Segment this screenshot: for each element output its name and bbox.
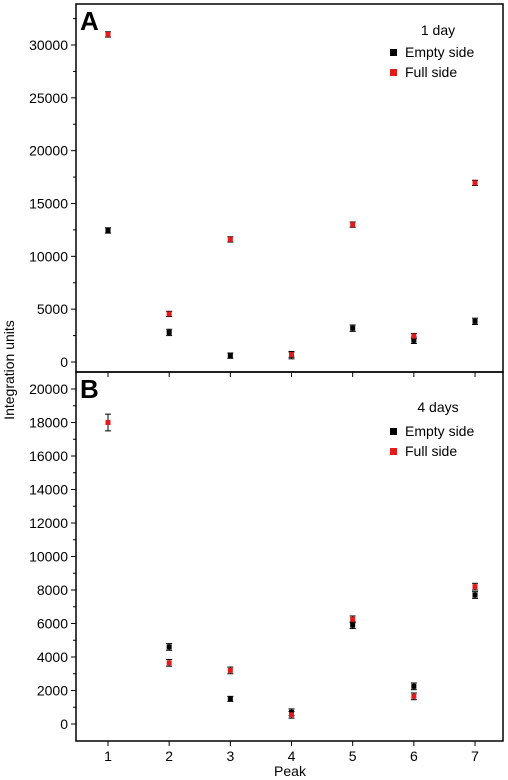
x-axis-title: Peak bbox=[274, 763, 307, 779]
series-empty-side bbox=[105, 227, 479, 360]
legend-label: Empty side bbox=[405, 44, 474, 60]
data-point bbox=[166, 311, 172, 317]
data-point bbox=[227, 236, 233, 242]
legend-title: 1 day bbox=[421, 22, 455, 38]
y-tick-label: 16000 bbox=[29, 448, 68, 464]
data-point bbox=[166, 644, 172, 650]
y-tick-label: 10000 bbox=[29, 248, 68, 264]
data-point bbox=[350, 325, 356, 331]
data-point bbox=[105, 31, 111, 37]
y-tick-label: 0 bbox=[60, 354, 68, 370]
legend-marker bbox=[390, 69, 397, 76]
data-point bbox=[166, 660, 172, 666]
data-point bbox=[227, 667, 233, 673]
legend-title: 4 days bbox=[417, 399, 458, 415]
x-tick-label: 2 bbox=[165, 748, 173, 764]
x-tick-label: 3 bbox=[226, 748, 234, 764]
panel-label: A bbox=[80, 6, 99, 36]
y-tick-label: 14000 bbox=[29, 482, 68, 498]
y-tick-label: 8000 bbox=[37, 582, 68, 598]
y-tick-label: 0 bbox=[60, 716, 68, 732]
y-tick-label: 30000 bbox=[29, 37, 68, 53]
x-tick-label: 4 bbox=[288, 748, 296, 764]
data-point bbox=[105, 227, 111, 233]
y-tick-label: 20000 bbox=[29, 143, 68, 159]
y-tick-label: 5000 bbox=[37, 301, 68, 317]
legend-marker bbox=[390, 428, 397, 435]
data-point bbox=[350, 622, 356, 628]
data-point bbox=[472, 584, 478, 590]
legend-label: Empty side bbox=[405, 423, 474, 439]
legend-marker bbox=[390, 49, 397, 56]
y-tick-label: 15000 bbox=[29, 196, 68, 212]
data-point bbox=[472, 592, 478, 598]
y-tick-label: 6000 bbox=[37, 616, 68, 632]
y-axis-title: Integration units bbox=[1, 320, 17, 420]
legend-label: Full side bbox=[405, 64, 457, 80]
data-point bbox=[350, 222, 356, 228]
data-point bbox=[411, 333, 417, 339]
data-point bbox=[227, 696, 233, 702]
data-point bbox=[411, 693, 417, 699]
x-tick-label: 1 bbox=[104, 748, 112, 764]
y-tick-label: 10000 bbox=[29, 549, 68, 565]
y-tick-label: 2000 bbox=[37, 683, 68, 699]
x-tick-label: 5 bbox=[349, 748, 357, 764]
data-point bbox=[105, 420, 111, 425]
legend: 4 days Empty side Full side bbox=[390, 399, 474, 459]
data-point bbox=[350, 616, 356, 622]
data-point bbox=[289, 352, 295, 358]
x-tick-label: 6 bbox=[410, 748, 418, 764]
y-tick-label: 12000 bbox=[29, 515, 68, 531]
data-point bbox=[166, 329, 172, 335]
x-tick-label: 7 bbox=[471, 748, 479, 764]
series-empty-side bbox=[166, 591, 479, 717]
data-point bbox=[227, 353, 233, 359]
data-point bbox=[472, 318, 478, 324]
data-point bbox=[411, 683, 417, 689]
series-full-side bbox=[105, 413, 479, 719]
panel-b: B 0 2000 4000 6000 8000 10000 12000 14000 16000 18… bbox=[29, 371, 504, 764]
y-tick-label: 20000 bbox=[29, 381, 68, 397]
data-point bbox=[472, 180, 478, 186]
series-full-side bbox=[105, 31, 479, 358]
panel-a: A 0 5000 10000 15000 20000 25000 30000 1 day Empt… bbox=[29, 3, 504, 377]
data-point bbox=[289, 712, 295, 718]
y-tick-label: 25000 bbox=[29, 90, 68, 106]
legend-label: Full side bbox=[405, 443, 457, 459]
data-point bbox=[411, 337, 417, 343]
y-tick-label: 18000 bbox=[29, 415, 68, 431]
legend: 1 day Empty side Full side bbox=[390, 22, 474, 80]
panel-label: B bbox=[80, 374, 99, 404]
y-tick-label: 4000 bbox=[37, 649, 68, 665]
legend-marker bbox=[390, 448, 397, 455]
